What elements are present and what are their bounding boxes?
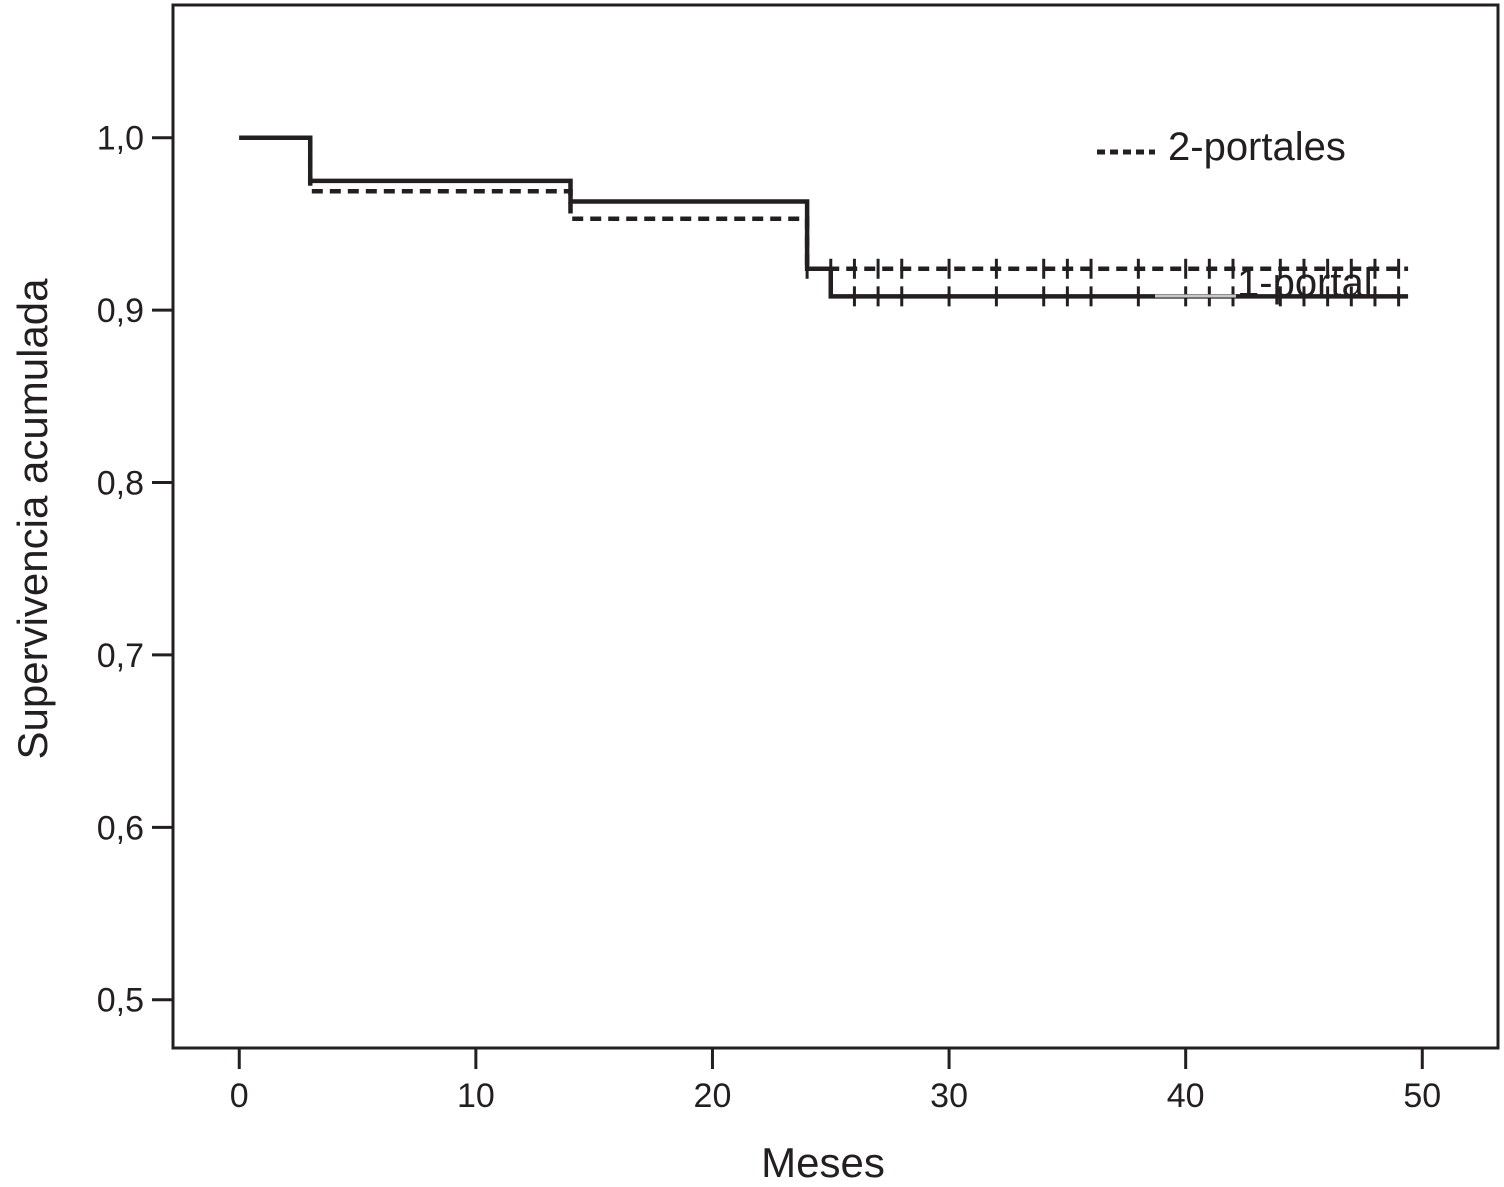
survival-curves: [239, 135, 1409, 307]
x-tick-label: 10: [457, 1077, 495, 1115]
y-tick-label: 0,5: [97, 982, 144, 1020]
y-axis-title: Supervivencia acumulada: [9, 278, 56, 760]
x-axis-title: Meses: [761, 1139, 885, 1186]
y-tick-label: 0,9: [97, 292, 144, 330]
y-axis-ticks: 0,5 0,6 0,7 0,8 0,9 1,0: [97, 120, 173, 1020]
y-tick-label: 0,7: [97, 637, 144, 675]
survival-line-1-portal: [239, 135, 1409, 299]
x-tick-label: 30: [930, 1077, 968, 1115]
legend-label-1-portal: 1-portal: [1237, 261, 1373, 305]
x-tick-label: 20: [694, 1077, 732, 1115]
x-tick-label: 50: [1403, 1077, 1441, 1115]
plot-frame: [171, 3, 1500, 1050]
y-tick-label: 0,6: [97, 809, 144, 847]
legend: 2-portales 1-portal: [1097, 125, 1373, 305]
legend-label-2-portales: 2-portales: [1168, 125, 1346, 169]
x-tick-label: 0: [230, 1077, 249, 1115]
y-tick-label: 1,0: [97, 120, 144, 158]
y-tick-label: 0,8: [97, 465, 144, 503]
x-tick-label: 40: [1167, 1077, 1205, 1115]
x-axis-ticks: 0 10 20 30 40 50: [230, 1048, 1441, 1115]
